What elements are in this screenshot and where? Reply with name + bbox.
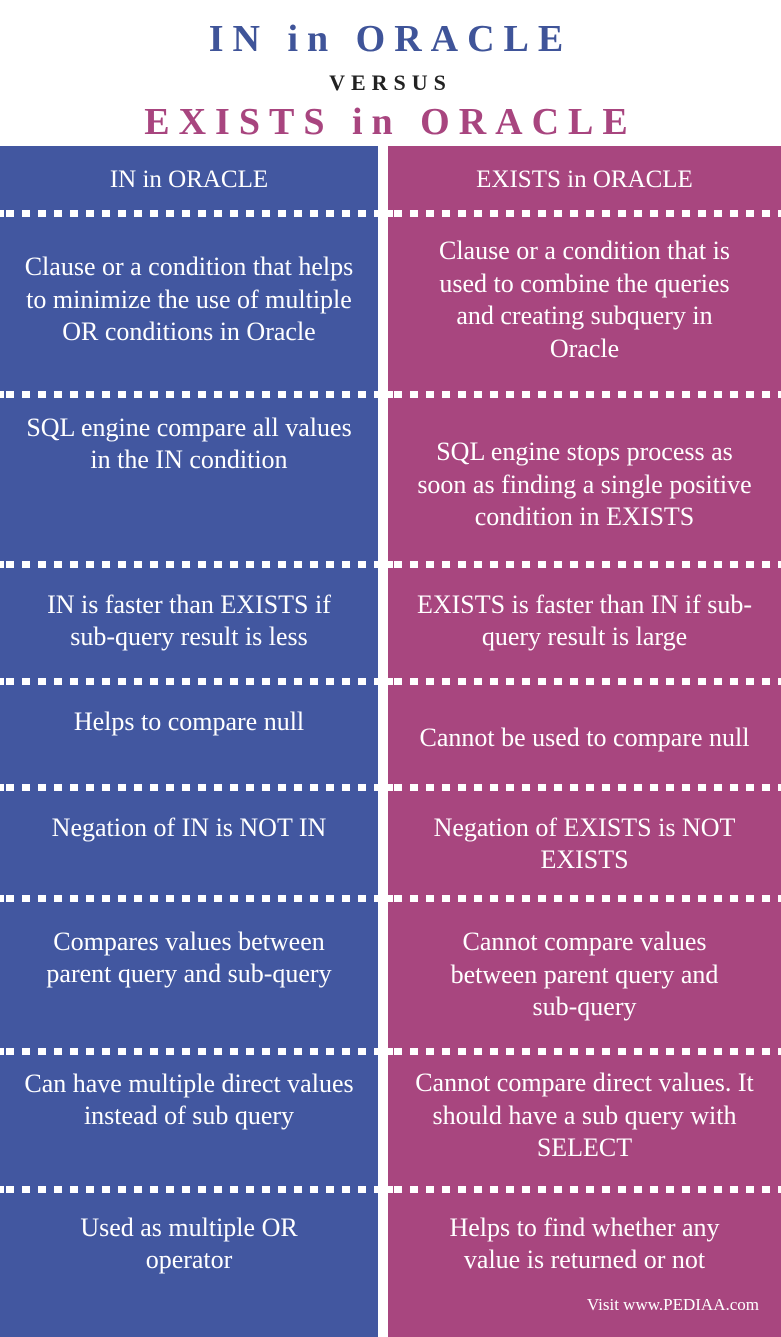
left-column: IN in ORACLE Clause or a condition that … (0, 146, 378, 1337)
source-credit: Visit www.PEDIAA.com (586, 1295, 759, 1314)
left-row-1: Clause or a condition that helps to mini… (24, 252, 354, 347)
left-row-4: Helps to compare null (73, 706, 305, 736)
title-left-term: IN in ORACLE (208, 18, 573, 60)
row-divider (0, 678, 378, 685)
right-row-2: SQL engine stops process as soon as find… (417, 437, 752, 532)
row-divider (0, 391, 378, 398)
right-column-header: EXISTS in ORACLE (476, 165, 693, 193)
right-row-8: Helps to find whether any value is retur… (449, 1212, 720, 1275)
title-right-term: EXISTS in ORACLE (144, 101, 637, 143)
row-divider (0, 784, 378, 791)
row-divider (388, 210, 781, 217)
left-row-8: Used as multiple OR operator (80, 1212, 298, 1275)
left-row-6: Compares values between parent query and… (46, 926, 332, 989)
right-row-5: Negation of EXISTS is NOT EXISTS (433, 812, 736, 875)
right-row-6: Cannot compare values between parent que… (450, 927, 719, 1022)
left-row-5: Negation of IN is NOT IN (51, 812, 327, 842)
title-block: IN in ORACLE VERSUS EXISTS in ORACLE (0, 0, 781, 146)
right-row-1: Clause or a condition that is used to co… (438, 236, 730, 363)
left-row-2: SQL engine compare all values in the IN … (26, 412, 352, 475)
left-column-header: IN in ORACLE (109, 165, 269, 193)
right-row-3: EXISTS is faster than IN if sub-query re… (416, 589, 753, 652)
title-versus: VERSUS (329, 70, 452, 95)
row-divider (0, 561, 378, 568)
row-divider (388, 1048, 781, 1055)
row-divider (388, 678, 781, 685)
row-divider (388, 391, 781, 398)
right-row-7: Cannot compare direct values. It should … (415, 1068, 754, 1163)
row-divider (388, 1186, 781, 1193)
row-divider (0, 1186, 378, 1193)
row-divider (388, 561, 781, 568)
right-column: EXISTS in ORACLE Clause or a condition t… (388, 146, 781, 1337)
row-divider (0, 210, 378, 217)
left-row-3: IN is faster than EXISTS if sub-query re… (47, 589, 331, 652)
left-row-7: Can have multiple direct values instead … (24, 1068, 354, 1131)
row-divider (0, 895, 378, 902)
right-row-4: Cannot be used to compare null (419, 722, 750, 752)
row-divider (388, 784, 781, 791)
row-divider (0, 1048, 378, 1055)
row-divider (388, 895, 781, 902)
